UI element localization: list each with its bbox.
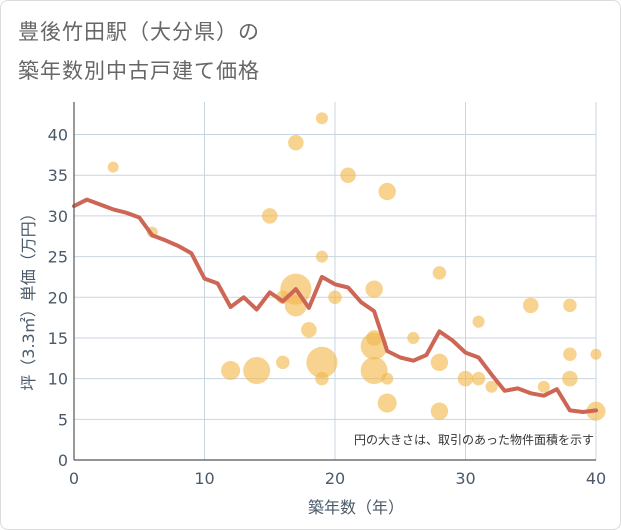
data-bubble <box>315 371 329 386</box>
data-bubble <box>537 380 550 393</box>
y-axis-label: 坪（3.3㎡）単価（万円） <box>19 205 38 390</box>
data-bubble <box>328 290 342 305</box>
y-tick-label: 25 <box>48 248 68 267</box>
data-bubble <box>562 370 578 387</box>
average-price-line <box>72 197 598 414</box>
data-bubble <box>485 380 498 393</box>
x-tick-label: 10 <box>194 469 214 488</box>
x-tick-label: 40 <box>586 469 606 488</box>
data-bubble <box>377 393 397 413</box>
data-bubble <box>315 250 328 263</box>
data-bubble <box>432 266 447 280</box>
data-bubble <box>340 167 356 184</box>
y-tick-label: 0 <box>58 451 68 470</box>
data-bubble <box>365 280 383 298</box>
bubble-size-note: 円の大きさは、取引のあった物件面積を示す <box>354 432 594 447</box>
chart-title-line-1: 豊後竹田駅（大分県）の <box>18 20 260 44</box>
x-tick-label: 30 <box>455 469 475 488</box>
data-bubble <box>430 402 449 420</box>
data-bubble <box>221 360 241 381</box>
data-bubble <box>563 298 577 313</box>
data-bubble <box>522 297 539 314</box>
data-bubble <box>457 370 474 387</box>
data-bubble <box>381 372 394 385</box>
data-bubble <box>472 315 485 328</box>
y-tick-label: 5 <box>58 410 68 429</box>
data-bubble <box>360 357 388 384</box>
chart-title-line-2: 築年数別中古戸建て価格 <box>18 59 260 83</box>
data-bubble <box>288 134 304 151</box>
data-bubble <box>261 208 278 224</box>
axes <box>73 102 596 461</box>
tick-labels: 0 5 10 15 20 25 30 35 40 0 10 20 30 40 <box>48 126 607 488</box>
y-tick-label: 15 <box>48 329 68 348</box>
grid-lines <box>73 102 597 461</box>
y-tick-label: 30 <box>48 207 68 226</box>
data-bubble <box>243 357 271 384</box>
average-line-layer <box>72 197 598 414</box>
x-tick-label: 0 <box>69 469 79 488</box>
data-bubble <box>306 346 338 378</box>
y-tick-label: 35 <box>48 166 68 185</box>
data-bubble <box>563 347 577 361</box>
bubble-layer <box>107 112 606 421</box>
data-bubble <box>471 371 486 386</box>
y-tick-label: 40 <box>48 126 68 145</box>
data-bubble <box>301 322 317 338</box>
data-bubble <box>430 353 449 372</box>
data-bubble <box>360 332 388 360</box>
y-tick-label: 20 <box>48 288 68 307</box>
y-tick-label: 10 <box>48 370 68 389</box>
data-bubble <box>315 112 328 125</box>
x-axis-label: 築年数（年） <box>308 498 404 517</box>
data-bubble <box>590 348 602 360</box>
data-bubble <box>378 182 396 201</box>
data-bubble <box>407 331 420 344</box>
x-tick-label: 20 <box>325 469 345 488</box>
data-bubble <box>107 161 119 173</box>
data-bubble <box>276 355 290 370</box>
